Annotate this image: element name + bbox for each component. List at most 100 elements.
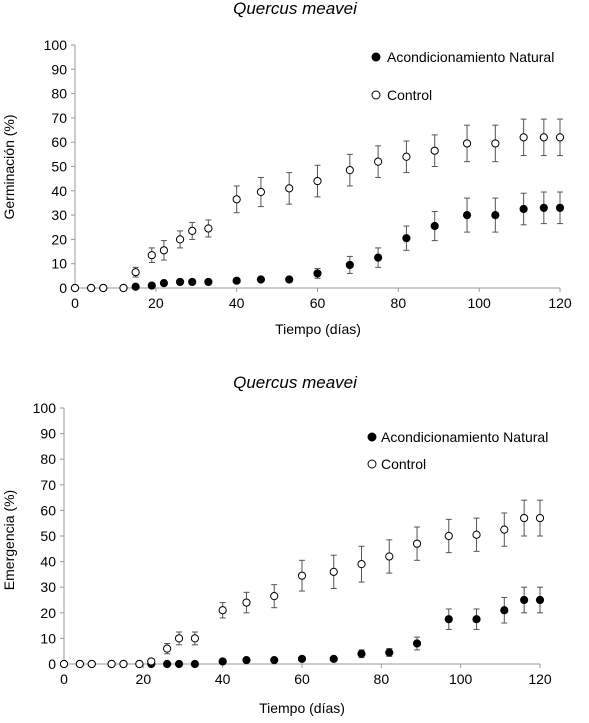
chart-1-control-point (539, 133, 548, 142)
chart-1-y-tick-label: 80 (51, 86, 67, 102)
chart-2-y-tick-label: 30 (40, 579, 56, 595)
chart-1-legend-marker-natural (371, 52, 381, 62)
chart-1-natural-point (430, 221, 439, 231)
chart-2-control-point (297, 571, 307, 580)
chart-1-natural-point (204, 277, 213, 287)
chart-1-natural-point (539, 203, 548, 212)
chart-2-natural-point (163, 659, 172, 669)
chart-1-x-tick-label: 0 (71, 295, 79, 311)
chart-1-x-tick-label: 100 (467, 295, 491, 311)
chart-2-control-point (190, 634, 199, 643)
chart-2-control-point (59, 659, 69, 669)
chart-2-control-point (520, 513, 529, 523)
chart-2-control-point (75, 659, 84, 669)
chart-2-control-point (535, 513, 545, 523)
chart-1-y-tick-label: 10 (51, 256, 67, 272)
chart-2-control-point (218, 606, 227, 615)
chart-1-y-tick-label: 100 (44, 37, 68, 53)
chart-2-y-tick-label: 50 (40, 528, 56, 544)
chart-2-control-point (147, 657, 156, 666)
chart-1-y-tick-label: 50 (51, 159, 67, 175)
chart-1-x-axis-title: Tiempo (días) (275, 321, 361, 337)
chart-1-natural-point (188, 277, 197, 287)
chart-1-natural-point (519, 204, 528, 214)
chart-2-natural-point (472, 615, 481, 624)
chart-2-y-tick-label: 60 (40, 502, 56, 518)
chart-2-x-tick-label: 0 (60, 671, 68, 687)
chart-1-y-tick-label: 30 (51, 207, 67, 223)
chart-1-natural-point (402, 234, 411, 243)
chart-1-control-point (555, 133, 565, 142)
chart-2-legend-marker-natural (367, 432, 377, 442)
chart-1-control-point (99, 283, 108, 293)
chart-2-natural-point (190, 659, 199, 669)
chart-1-natural-point (462, 211, 472, 220)
chart-1-control-point (147, 251, 156, 260)
chart-2-x-tick-label: 20 (136, 671, 152, 687)
chart-1-control-point (159, 246, 169, 255)
chart-2-y-tick-label: 0 (48, 656, 56, 672)
chart-2-x-tick-label: 100 (449, 671, 473, 687)
chart-2-control-point (472, 530, 481, 539)
chart-1-control-point (175, 235, 185, 244)
chart-2-control-point (329, 567, 338, 576)
chart-1-natural-point (491, 211, 500, 220)
chart-2-control-point (270, 592, 279, 601)
chart-1-control-point (204, 224, 213, 233)
chart-2-x-tick-label: 40 (215, 671, 231, 687)
chart-2-legend-label-natural: Acondicionamiento Natural (381, 429, 548, 445)
chart-2-y-tick-label: 70 (40, 477, 56, 493)
chart-1-y-tick-label: 0 (59, 280, 67, 296)
chart-1-x-tick-label: 20 (148, 295, 164, 311)
chart-1-control-point (70, 283, 80, 293)
chart-2-control-point (242, 598, 251, 607)
chart-2-y-tick-label: 20 (40, 605, 56, 621)
chart-2-title: Quercus meavei (233, 373, 358, 392)
chart-2-control-point (135, 659, 144, 669)
chart-1-control-point (313, 176, 322, 186)
chart-2-control-point (107, 659, 116, 669)
chart-2-natural-point (535, 595, 545, 605)
chart-1-control-point (119, 283, 128, 293)
chart-1-natural-point (232, 276, 241, 285)
chart-2-control-point (444, 531, 453, 541)
chart-1-natural-point (147, 281, 156, 290)
chart-1-natural-point (313, 269, 322, 278)
chart-1-legend-label-natural: Acondicionamiento Natural (387, 49, 554, 65)
chart-2-control-point (119, 659, 128, 669)
chart-2-y-tick-label: 90 (40, 426, 56, 442)
chart-1-control-point (374, 157, 383, 166)
chart-2-natural-point (270, 656, 279, 665)
chart-2-y-tick-label: 40 (40, 554, 56, 570)
chart-2-y-tick-label: 10 (40, 630, 56, 646)
chart-1-y-tick-label: 60 (51, 134, 67, 150)
chart-2-natural-point (242, 656, 251, 665)
chart-1-y-tick-label: 70 (51, 110, 67, 126)
chart-1-x-tick-label: 80 (391, 295, 407, 311)
chart-2-control-point (412, 539, 422, 548)
chart-2-legend-marker-control (367, 459, 377, 469)
chart-1-control-point (232, 195, 241, 204)
chart-1-legend-marker-control (371, 90, 381, 100)
chart-1-legend-label-control: Control (387, 87, 432, 103)
chart-2-control-point (357, 560, 366, 569)
chart-2-natural-point (329, 654, 338, 663)
chart-1-control-point (87, 283, 96, 293)
chart-2-control-point (87, 659, 96, 669)
chart-1-control-point (519, 133, 528, 142)
chart-1-control-point (285, 184, 294, 193)
chart-2-natural-point (444, 615, 453, 624)
chart-2-y-tick-label: 80 (40, 451, 56, 467)
chart-1-natural-point (345, 260, 354, 270)
chart-1-control-point (491, 139, 500, 148)
chart-1-control-point (462, 139, 472, 148)
chart-2-natural-point (385, 648, 394, 657)
chart-1-x-tick-label: 120 (548, 295, 572, 311)
chart-1-natural-point (555, 203, 565, 212)
chart-1-control-point (256, 187, 266, 197)
chart-2-control-point (385, 552, 394, 561)
chart-2-natural-point (412, 639, 422, 648)
chart-1-control-point (345, 166, 354, 175)
chart-1-y-tick-label: 20 (51, 231, 67, 247)
chart-1-natural-point (285, 275, 294, 284)
